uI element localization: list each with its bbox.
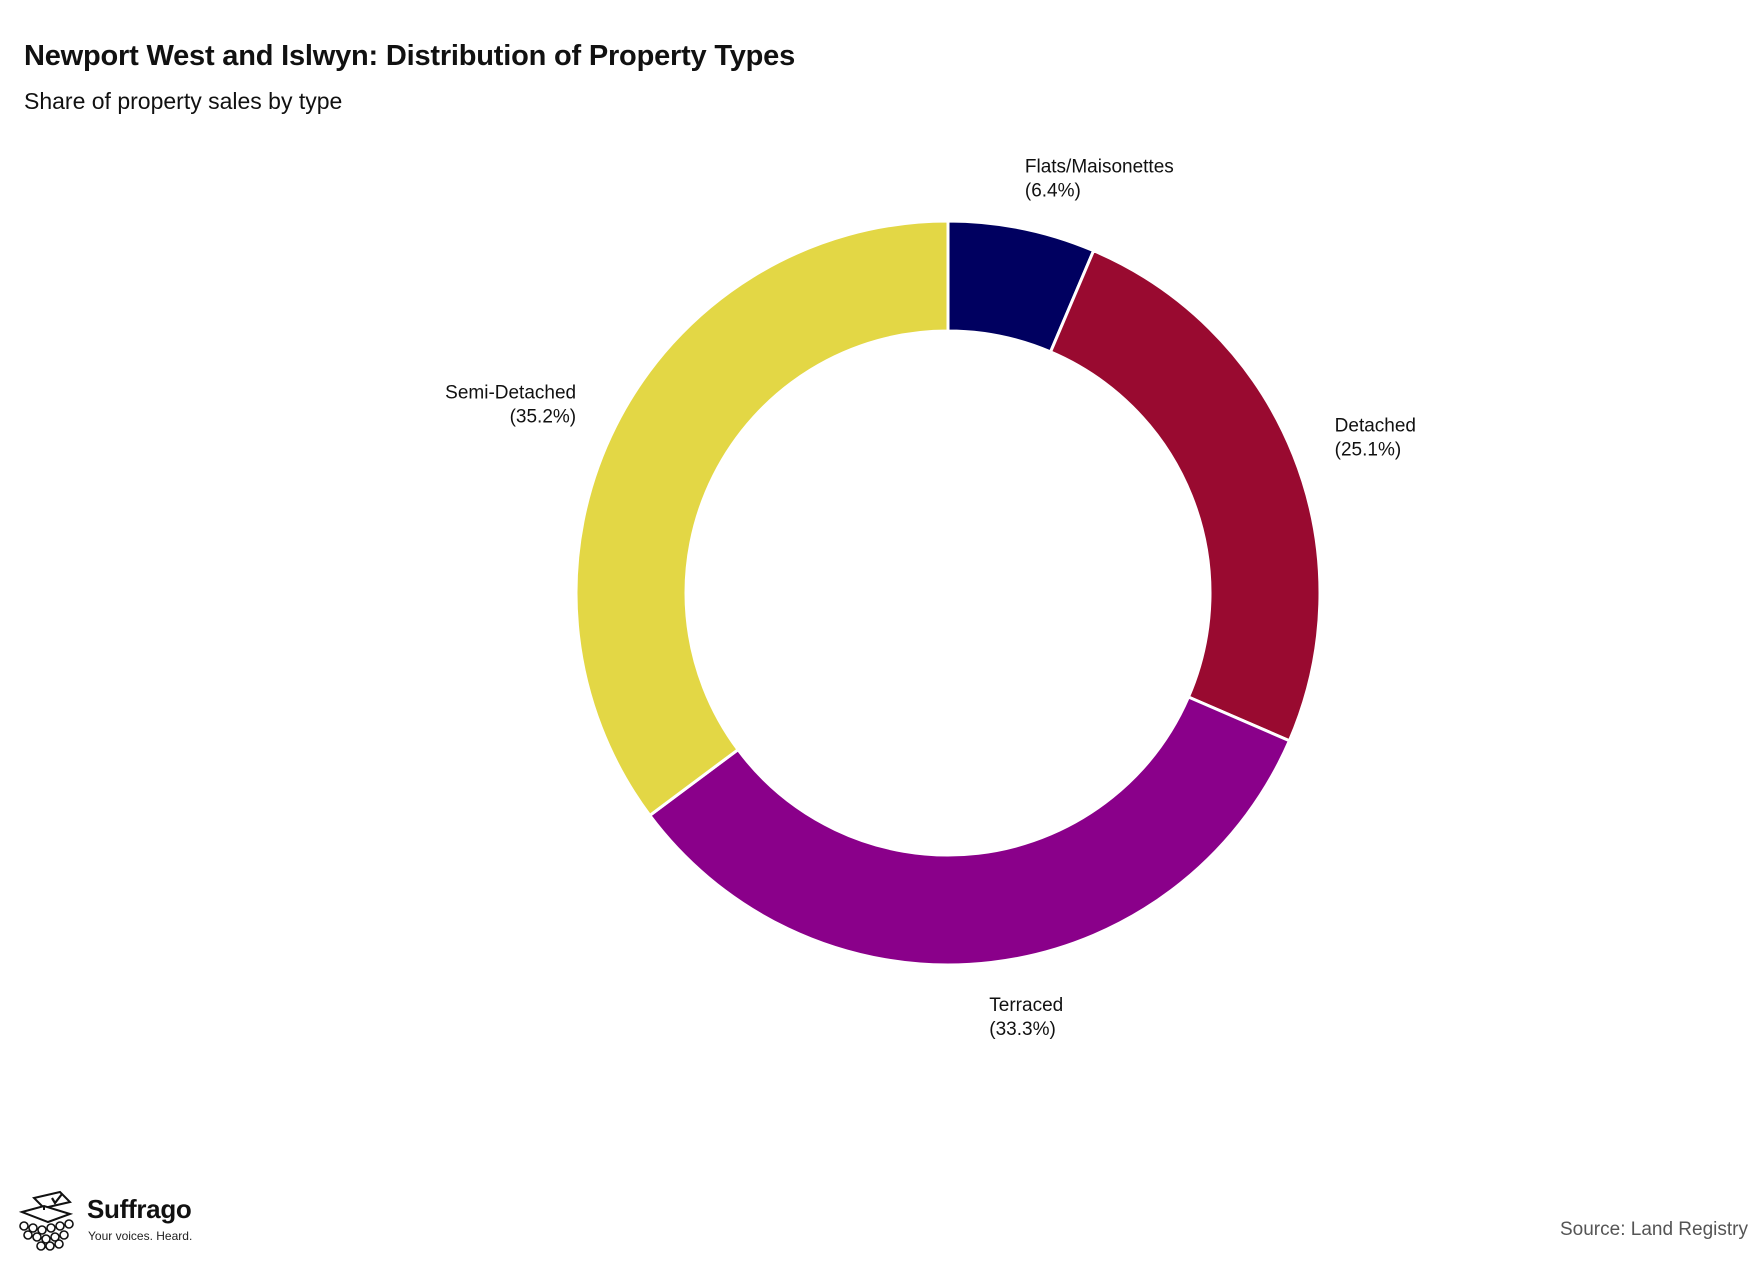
- chart-subtitle: Share of property sales by type: [24, 88, 343, 114]
- brand-tagline: Your voices. Heard.: [88, 1229, 193, 1243]
- slice-label: Terraced (33.3%): [989, 995, 1063, 1040]
- donut-slice-detached: [1048, 248, 1322, 743]
- slice-label: Detached (25.1%): [1335, 415, 1416, 460]
- donut-slice-terraced: [647, 695, 1292, 967]
- ballot-box-logo-icon: [18, 1190, 74, 1251]
- chart-title: Newport West and Islwyn: Distribution of…: [24, 40, 796, 72]
- slice-label: Semi-Detached (35.2%): [445, 382, 576, 427]
- donut-slice-semi-detached: [574, 219, 950, 818]
- brand-name: Suffrago: [87, 1194, 192, 1224]
- source-note: Source: Land Registry: [1560, 1219, 1748, 1240]
- slice-label: Flats/Maisonettes (6.4%): [1025, 157, 1174, 202]
